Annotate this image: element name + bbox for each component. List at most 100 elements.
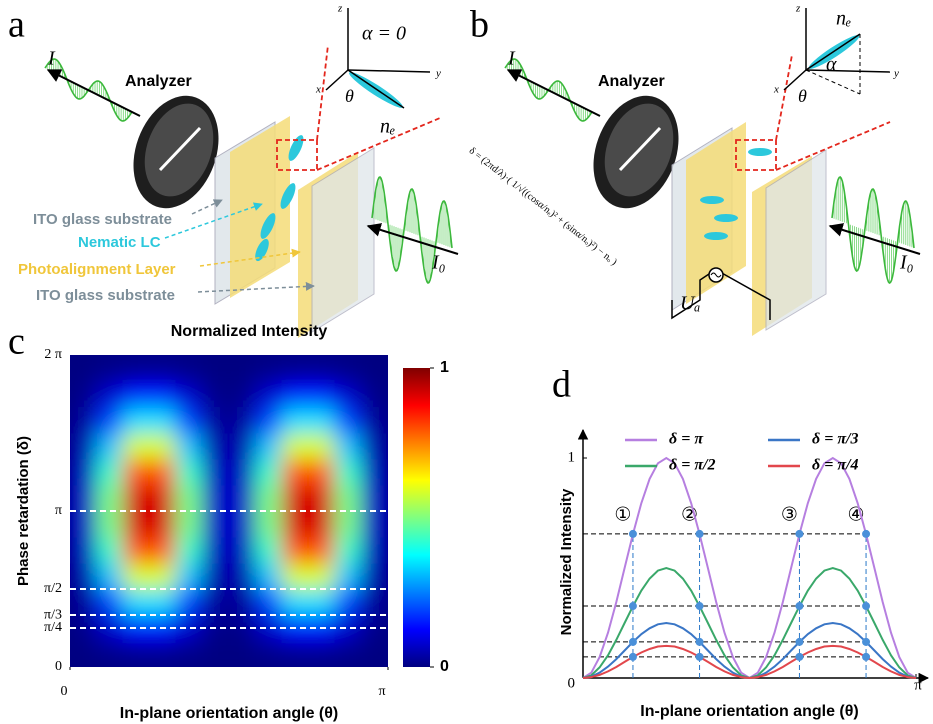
y-tick-label: π/4: [44, 620, 62, 635]
heatmap-cell: [255, 459, 283, 486]
legend-text: Photoalignment Layer: [18, 261, 176, 278]
heatmap-cell: [202, 563, 230, 590]
heatmap-cell: [176, 615, 204, 642]
heatmap-cell: [335, 563, 363, 590]
y-tick-label: 2 π: [44, 347, 62, 362]
legend-label: δ = π/3: [812, 431, 859, 448]
heatmap-cell: [361, 641, 389, 668]
heatmap-cell: [229, 589, 257, 616]
heatmap-cell: [255, 511, 283, 538]
y-axis-label: Phase retardation (δ): [15, 436, 32, 586]
heatmap-cell: [70, 563, 98, 590]
colorbar: [403, 368, 430, 667]
heatmap-cell: [361, 563, 389, 590]
heatmap-cell: [282, 511, 310, 538]
beam-arrow: [508, 70, 600, 116]
heatmap-cell: [335, 615, 363, 642]
heatmap-cell: [335, 485, 363, 512]
heatmap-cell: [123, 537, 151, 564]
heatmap-cell: [308, 381, 336, 408]
panel-label: a: [8, 4, 25, 46]
heatmap-cell: [149, 485, 177, 512]
heatmap-cell: [70, 407, 98, 434]
axis-name: y: [893, 68, 899, 80]
x-tick-label: 0: [61, 684, 68, 699]
x-axis-label: In-plane orientation angle (θ): [640, 703, 858, 720]
y-tick-label: 0: [568, 675, 576, 691]
voltage-label: Uₐ: [680, 293, 700, 315]
legend-text: Nematic LC: [78, 234, 161, 251]
heatmap-cell: [308, 485, 336, 512]
heatmap-cell: [123, 589, 151, 616]
heatmap-cell: [149, 511, 177, 538]
heatmap-cell: [123, 641, 151, 668]
heatmap-cell: [335, 589, 363, 616]
y-tick-label: 0: [55, 659, 62, 674]
marker: [696, 530, 704, 538]
heatmap-cell: [282, 537, 310, 564]
heatmap-cell: [70, 381, 98, 408]
heatmap-cell: [70, 537, 98, 564]
heatmap-cell: [282, 641, 310, 668]
heatmap-cell: [255, 407, 283, 434]
marker: [795, 602, 803, 610]
cell: [672, 55, 890, 336]
heatmap-cell: [282, 381, 310, 408]
heatmap-cell: [70, 485, 98, 512]
heatmap-cell: [96, 485, 124, 512]
heatmap-cell: [335, 459, 363, 486]
charts: cNormalized Intensity0π/4π/3π/2π2 π0πIn-…: [8, 321, 928, 723]
heatmap-cell: [361, 537, 389, 564]
heatmap-cell: [70, 355, 98, 382]
heatmap-cell: [361, 459, 389, 486]
marker: [862, 602, 870, 610]
heatmap-cell: [335, 381, 363, 408]
heatmap-cell: [176, 485, 204, 512]
heatmap-cell: [123, 355, 151, 382]
marker: [629, 638, 637, 646]
heatmap-cell: [96, 511, 124, 538]
heatmap-cell: [335, 355, 363, 382]
legend-label: δ = π/2: [669, 457, 716, 474]
intensity-label: I₀: [431, 252, 446, 274]
marker: [862, 653, 870, 661]
marker: [795, 638, 803, 646]
heatmap-cell: [149, 459, 177, 486]
heatmap-cell: [123, 485, 151, 512]
heatmap-cell: [176, 459, 204, 486]
heatmap-cell: [149, 537, 177, 564]
axis-name: z: [337, 3, 343, 15]
heatmap-cell: [282, 459, 310, 486]
legend-label: δ = π: [669, 431, 704, 448]
axis-name: x: [773, 84, 779, 96]
heatmap-cell: [361, 485, 389, 512]
heatmap-cell: [255, 563, 283, 590]
heatmap-cell: [123, 511, 151, 538]
x-tick-label: π: [914, 677, 922, 693]
heatmap-cell: [202, 511, 230, 538]
axis-name: x: [315, 84, 321, 96]
heatmap-cell: [176, 537, 204, 564]
marker: [696, 602, 704, 610]
analyzer-label: Analyzer: [125, 73, 192, 90]
heatmap-cell: [202, 589, 230, 616]
heatmap-cell: [255, 589, 283, 616]
heatmap-cell: [282, 433, 310, 460]
heatmap-cell: [361, 511, 389, 538]
y-tick-label: π/2: [44, 581, 62, 596]
marker: [629, 653, 637, 661]
heatmap-cell: [202, 355, 230, 382]
annotation: ③: [781, 504, 798, 525]
heatmap-cell: [96, 407, 124, 434]
heatmap-cell: [229, 641, 257, 668]
heatmap-cell: [229, 485, 257, 512]
heatmap-cell: [202, 537, 230, 564]
marker: [795, 530, 803, 538]
heatmap-cell: [96, 589, 124, 616]
y-axis-label: Normalized Intensity: [558, 488, 575, 635]
legend-text: ITO glass substrate: [36, 287, 175, 304]
heatmap-cell: [70, 433, 98, 460]
heatmap-cell: [96, 381, 124, 408]
panel-label: b: [470, 4, 489, 46]
marker: [629, 602, 637, 610]
